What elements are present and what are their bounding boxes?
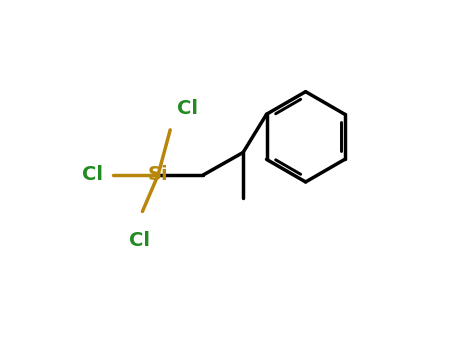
Text: Si: Si — [148, 166, 168, 184]
Text: Cl: Cl — [177, 99, 198, 118]
Text: Cl: Cl — [81, 166, 103, 184]
Text: Cl: Cl — [129, 231, 150, 250]
